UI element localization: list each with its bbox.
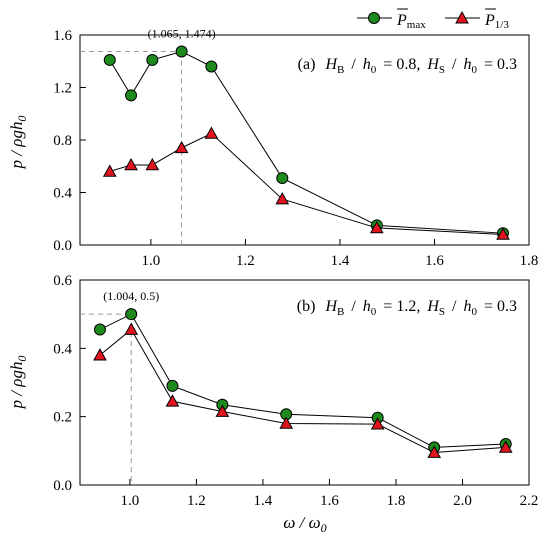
x-tick-label: 1.2	[187, 493, 206, 509]
x-ticks-a: 1.0 1.2 1.4 1.6 1.8	[142, 239, 539, 269]
series-line-max	[109, 51, 504, 234]
chart-panel-a: (1.065, 1.474) 1.0 1.2 1.4 1.6 1.8 0.0 0.4 0.8…	[7, 27, 538, 269]
third-point	[93, 348, 107, 361]
y-tick-label: 0.0	[53, 478, 72, 494]
y-tick-label: 1.6	[53, 28, 72, 44]
annotation-label: (1.004, 0.5)	[103, 289, 159, 303]
third-point	[275, 192, 290, 205]
y-axis-label-a: p / ρgh0	[7, 116, 29, 170]
max-point	[166, 379, 179, 392]
third-point	[102, 164, 117, 177]
third-point	[124, 157, 138, 171]
y-ticks-b: 0.0 0.2 0.4 0.6	[53, 273, 86, 494]
third-point	[427, 445, 442, 458]
x-axis-label-b: ω / ω0	[283, 513, 326, 535]
third-point	[496, 227, 510, 240]
y-tick-label: 1.2	[53, 81, 72, 97]
third-point	[370, 417, 385, 430]
annotation-a: (1.065, 1.474)	[80, 27, 216, 245]
annotation-label: (1.065, 1.474)	[148, 27, 216, 41]
x-tick-label: 1.2	[236, 253, 255, 269]
y-tick-label: 0.2	[53, 410, 72, 426]
series-a	[102, 45, 510, 240]
series-b	[93, 308, 513, 458]
y-ticks-a: 0.0 0.4 0.8 1.2 1.6	[53, 28, 86, 254]
max-point	[103, 53, 116, 66]
legend-third-marker	[455, 10, 469, 24]
x-tick-label: 1.6	[425, 253, 444, 269]
series-line-third	[109, 132, 504, 235]
third-point	[279, 416, 294, 429]
max-point	[125, 89, 138, 102]
legend-max-label: Pmax	[396, 12, 426, 31]
y-tick-label: 0.8	[53, 133, 72, 149]
third-point	[369, 220, 384, 234]
y-tick-label: 0.0	[53, 238, 72, 254]
third-point	[165, 394, 180, 407]
series-line-max	[99, 313, 506, 448]
third-point	[124, 322, 139, 335]
legend-max-marker	[368, 12, 380, 24]
max-point	[276, 172, 289, 185]
third-point	[204, 126, 219, 139]
legend-third-label: P1/3	[484, 12, 509, 31]
x-ticks-b: 1.0 1.2 1.4 1.6 1.8 2.0 2.2	[121, 479, 539, 509]
chart-panel-b: (1.004, 0.5) 1.0 1.2 1.4 1.6 1.8 2.0 2.2 0.00.…	[7, 273, 538, 535]
y-tick-label: 0.6	[53, 273, 72, 289]
plot-frame-b	[79, 279, 530, 486]
x-tick-label: 1.6	[320, 493, 339, 509]
max-point	[125, 308, 138, 321]
x-tick-label: 1.0	[121, 493, 140, 509]
y-tick-label: 0.4	[53, 186, 72, 202]
y-tick-label: 0.4	[53, 341, 72, 357]
x-tick-label: 1.8	[387, 493, 406, 509]
x-tick-label: 2.2	[520, 493, 539, 509]
x-tick-label: 1.0	[142, 253, 161, 269]
x-tick-label: 1.4	[254, 493, 273, 509]
series-line-third	[99, 328, 506, 454]
max-point	[205, 60, 218, 73]
y-axis-label-b: p / ρgh0	[7, 356, 29, 410]
third-point	[215, 404, 230, 417]
panel-label-a: (a) HB / h0 = 0.8, HS / h0 = 0.3	[298, 56, 517, 77]
third-point	[145, 157, 160, 171]
panel-label-b: (b) HB / h0 = 1.2, HS / h0 = 0.3	[297, 298, 517, 319]
third-point	[498, 440, 513, 453]
max-point	[175, 45, 188, 58]
x-tick-label: 2.0	[453, 493, 472, 509]
legend: Pmax P1/3	[357, 8, 509, 31]
third-point	[174, 140, 189, 154]
max-point	[146, 53, 159, 66]
x-tick-label: 1.4	[331, 253, 350, 269]
x-tick-label: 1.8	[520, 253, 539, 269]
max-point	[93, 323, 106, 336]
annotation-b: (1.004, 0.5)	[80, 289, 159, 485]
